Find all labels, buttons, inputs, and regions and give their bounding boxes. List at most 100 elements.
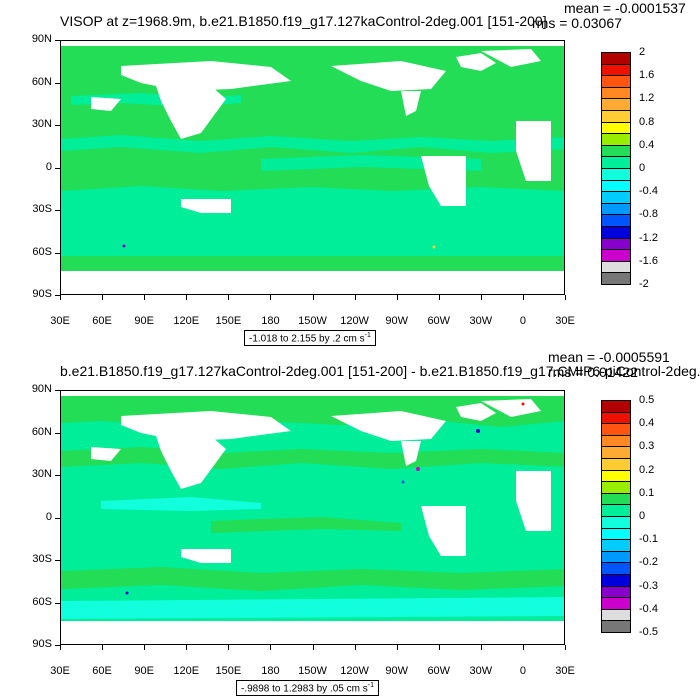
x-axis-tick xyxy=(228,295,230,300)
colorbar-label: -1.6 xyxy=(639,254,658,267)
x-axis-tick xyxy=(60,295,61,300)
colorbar-label: 1.6 xyxy=(639,69,655,82)
colorbar-label: 0.3 xyxy=(639,440,655,453)
colorbar-label: 0.8 xyxy=(639,115,655,128)
y-axis-tick-label: 60N xyxy=(31,75,52,88)
x-axis-tick xyxy=(396,645,398,650)
x-axis-tick-label: 0 xyxy=(519,315,526,327)
y-axis-tick xyxy=(55,40,60,41)
colorbar-label: 0 xyxy=(639,162,646,174)
x-axis-tick-label: 180 xyxy=(261,315,280,327)
colorbar-label: -1.2 xyxy=(639,231,658,244)
y-axis-tick-label: 90S xyxy=(32,288,52,300)
colorbar-label: 0.5 xyxy=(639,394,655,406)
plot-title: b.e21.B1850.f19_g17.127kaControl-2deg.00… xyxy=(60,363,700,379)
x-axis-tick xyxy=(186,295,188,300)
x-axis-tick xyxy=(186,645,188,650)
map-plot xyxy=(60,40,565,295)
y-axis-tick-label: 90N xyxy=(31,33,52,45)
negative-value-band xyxy=(61,497,564,619)
x-axis-tick xyxy=(438,645,440,650)
x-axis-tick xyxy=(312,645,314,650)
x-axis-tick xyxy=(480,295,482,300)
y-axis-tick-label: 90N xyxy=(31,383,52,395)
x-axis-tick-label: 120E xyxy=(173,315,200,327)
anomaly-speck xyxy=(122,244,126,248)
colorbar-label: 0.4 xyxy=(639,417,655,430)
y-axis-tick xyxy=(55,560,60,561)
rms-stat: rms = 0.01422 xyxy=(548,364,638,380)
colorbar-label: -0.8 xyxy=(639,208,658,221)
colorbar-label: -0.3 xyxy=(639,579,658,592)
colorbar-label: -0.2 xyxy=(639,556,658,569)
x-axis-tick-label: 30E xyxy=(50,315,70,327)
x-axis-tick xyxy=(270,645,272,650)
colorbar-label: 0 xyxy=(639,510,646,522)
y-axis-tick xyxy=(55,167,60,169)
anomaly-speck xyxy=(416,467,420,471)
colorbar-label: 0.1 xyxy=(639,486,655,499)
mean-stat: mean = -0.0005591 xyxy=(548,349,670,365)
colorbar-label: 1.2 xyxy=(639,92,655,105)
anomaly-speck xyxy=(401,480,405,484)
y-axis-tick xyxy=(55,475,60,476)
y-axis-tick-label: 60N xyxy=(31,425,52,438)
map-plot xyxy=(60,390,565,645)
colorbar-label: -0.1 xyxy=(639,533,658,546)
x-axis-tick-label: 120W xyxy=(340,665,369,677)
y-axis-tick-label: 30N xyxy=(31,118,52,130)
x-axis-tick-label: 150W xyxy=(298,315,327,327)
y-axis-tick xyxy=(55,82,60,84)
x-axis-tick xyxy=(102,295,104,300)
range-unit-superscript: -1 xyxy=(364,332,371,339)
range-label: -.9898 to 1.2983 by .05 cm s-1 xyxy=(236,680,379,697)
mean-stat: mean = -0.0001537 xyxy=(564,0,686,16)
x-axis-tick xyxy=(144,295,146,300)
anomaly-speck xyxy=(125,591,129,595)
no-data-region xyxy=(61,41,564,294)
colorbar-label: 0.4 xyxy=(639,138,655,151)
anomaly-speck xyxy=(476,429,480,433)
y-axis-tick xyxy=(55,432,60,434)
y-axis-tick-label: 60S xyxy=(32,595,52,608)
x-axis-tick-label: 150E xyxy=(215,315,242,327)
rms-stat: rms = 0.03067 xyxy=(532,15,622,31)
colorbar-label: 2 xyxy=(639,46,646,58)
y-axis-tick xyxy=(55,252,60,254)
x-axis-tick-label: 60W xyxy=(427,315,451,327)
y-axis-tick xyxy=(55,210,60,211)
x-axis-tick xyxy=(354,645,356,650)
y-axis-tick-label: 0 xyxy=(45,160,52,173)
anomaly-speck xyxy=(521,402,525,406)
x-axis-tick xyxy=(438,295,440,300)
plot-title: VISOP at z=1968.9m, b.e21.B1850.f19_g17.… xyxy=(60,13,547,29)
x-axis-tick-label: 90W xyxy=(385,665,408,677)
x-axis-tick xyxy=(480,645,482,650)
y-axis-tick-label: 90S xyxy=(32,638,52,650)
x-axis-tick xyxy=(396,295,398,300)
x-axis-tick-label: 120W xyxy=(340,315,369,327)
y-axis-tick xyxy=(55,645,60,646)
x-axis-tick-label: 90E xyxy=(134,315,154,327)
x-axis-tick xyxy=(354,295,356,300)
x-axis-tick xyxy=(522,295,524,300)
x-axis-tick xyxy=(312,295,314,300)
range-text: -1.018 to 2.155 by .2 cm s xyxy=(249,333,365,345)
y-axis-tick-label: 30S xyxy=(32,553,52,565)
x-axis-tick xyxy=(565,295,566,300)
x-axis-tick-label: 30E xyxy=(555,665,575,677)
map-field xyxy=(61,41,564,294)
y-axis-tick-label: 0 xyxy=(45,510,52,523)
range-label: -1.018 to 2.155 by .2 cm s-1 xyxy=(244,330,376,347)
colorbar-swatch xyxy=(601,272,631,285)
top-panel: VISOP at z=1968.9m, b.e21.B1850.f19_g17.… xyxy=(31,0,686,347)
range-unit-superscript: -1 xyxy=(367,682,374,689)
no-data-region xyxy=(61,391,564,644)
x-axis-tick-label: 120E xyxy=(173,665,200,677)
bottom-panel: b.e21.B1850.f19_g17.127kaControl-2deg.00… xyxy=(0,350,700,700)
colorbar-label: -0.5 xyxy=(639,626,658,638)
x-axis-tick xyxy=(144,645,146,650)
colorbar-label: -0.4 xyxy=(639,602,658,615)
anomaly-speck xyxy=(432,245,436,249)
y-axis-tick xyxy=(55,517,60,519)
